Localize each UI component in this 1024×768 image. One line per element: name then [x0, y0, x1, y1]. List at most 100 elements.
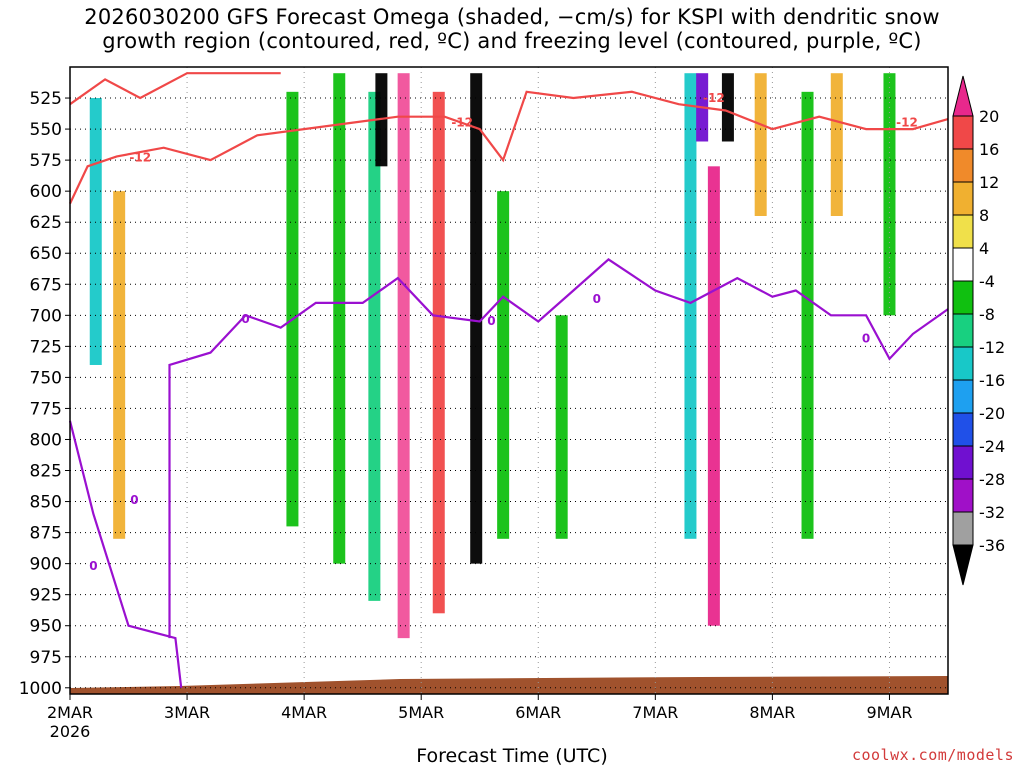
- colorbar-label: 12: [979, 173, 999, 192]
- colorbar-label: -24: [979, 437, 1005, 456]
- y-tick-label: 550: [30, 120, 62, 140]
- x-axis: 2MAR 3MAR 4MAR 5MAR 6MAR 7MAR 8MAR 9MAR 2026: [47, 694, 912, 741]
- y-tick-label: 900: [30, 555, 62, 575]
- x-tick-year: 2026: [50, 722, 91, 741]
- omega-column: [707, 166, 720, 626]
- x-tick-label: 3MAR: [164, 703, 210, 722]
- dgz-contour-top: [69, 72, 281, 106]
- x-tick-label: 4MAR: [281, 703, 327, 722]
- omega-column: [684, 73, 697, 539]
- omega-column: [333, 73, 346, 564]
- y-tick-label: 650: [30, 244, 62, 264]
- x-tick-label: 8MAR: [749, 703, 795, 722]
- omega-column: [89, 98, 102, 365]
- colorbar-swatch: [952, 181, 974, 216]
- colorbar-label: 8: [979, 206, 989, 225]
- freezing-label: 0: [593, 292, 601, 306]
- y-axis: 525 550 575 600 625 650 675 700 725 750 775 800 825 8…: [19, 89, 70, 699]
- dgz-label: -12: [703, 91, 725, 105]
- freezing-label: 0: [89, 559, 97, 573]
- chart-title-line1: 2026030200 GFS Forecast Omega (shaded, −…: [84, 5, 940, 29]
- colorbar-swatch: [952, 214, 974, 249]
- x-tick-label: 5MAR: [398, 703, 444, 722]
- colorbar-swatch: [952, 445, 974, 480]
- y-tick-label: 1000: [19, 679, 62, 699]
- colorbar-label: -28: [979, 470, 1005, 489]
- terrain-fill: [70, 676, 948, 694]
- y-tick-label: 850: [30, 493, 62, 513]
- colorbar-swatch: [952, 379, 974, 414]
- colorbar-label: -20: [979, 404, 1005, 423]
- colorbar-label: -36: [979, 536, 1005, 555]
- y-tick-label: 800: [30, 430, 62, 450]
- omega-column: [754, 73, 767, 216]
- colorbar-label: 16: [979, 140, 999, 159]
- colorbar-swatch: [952, 511, 974, 546]
- y-tick-label: 625: [30, 213, 62, 233]
- colorbar-label: 4: [979, 239, 989, 258]
- freezing-label: 0: [862, 332, 870, 346]
- x-tick-label: 6MAR: [515, 703, 561, 722]
- y-tick-label: 575: [30, 151, 62, 171]
- dgz-label: -12: [451, 116, 473, 130]
- colorbar-label: -4: [979, 272, 995, 291]
- colorbar: 20 16 12 8 4 -4 -8 -12 -16 -20 -24 -28 -32 -36: [952, 75, 1005, 586]
- chart-title-line2: growth region (contoured, red, ºC) and f…: [102, 29, 922, 53]
- omega-column: [470, 73, 483, 564]
- y-tick-label: 725: [30, 337, 62, 357]
- freezing-label: 0: [487, 314, 495, 328]
- y-tick-label: 875: [30, 524, 62, 544]
- y-tick-label: 700: [30, 306, 62, 326]
- x-axis-label: Forecast Time (UTC): [416, 745, 608, 767]
- x-tick-label: 7MAR: [632, 703, 678, 722]
- colorbar-label: 20: [979, 107, 999, 126]
- y-tick-label: 825: [30, 462, 62, 482]
- credit-link[interactable]: coolwx.com/models: [851, 746, 1014, 764]
- y-tick-label: 600: [30, 182, 62, 202]
- omega-column: [721, 73, 734, 142]
- freezing-label: 0: [130, 493, 138, 507]
- omega-shading: [89, 73, 896, 639]
- y-tick-label: 925: [30, 586, 62, 606]
- freezing-contour-main: [168, 258, 949, 639]
- omega-column: [368, 91, 381, 601]
- omega-column: [286, 91, 299, 527]
- freezing-label: 0: [241, 312, 249, 326]
- contours: -12 -12 -12 -12 0 0 0 0 0 0: [68, 72, 949, 688]
- freezing-contour-lower: [68, 420, 183, 688]
- y-tick-label: 675: [30, 275, 62, 295]
- omega-column: [883, 73, 896, 316]
- y-tick-label: 750: [30, 368, 62, 388]
- colorbar-swatch: [952, 115, 974, 150]
- dgz-label: -12: [129, 150, 151, 164]
- omega-column: [497, 191, 510, 539]
- omega-column: [830, 73, 843, 216]
- dgz-label: -12: [896, 116, 918, 130]
- terrain-strip: [70, 676, 948, 694]
- y-tick-label: 975: [30, 648, 62, 668]
- x-tick-label: 9MAR: [866, 703, 912, 722]
- omega-column: [555, 315, 568, 539]
- colorbar-bottom-triangle: [952, 544, 974, 586]
- colorbar-label: -16: [979, 371, 1005, 390]
- colorbar-label: -8: [979, 305, 995, 324]
- colorbar-swatch: [952, 412, 974, 447]
- plot-frame: [69, 66, 949, 695]
- colorbar-label: -32: [979, 503, 1005, 522]
- y-tick-label: 775: [30, 399, 62, 419]
- omega-column: [432, 91, 445, 614]
- colorbar-swatch: [952, 478, 974, 513]
- y-tick-label: 950: [30, 617, 62, 637]
- omega-column: [397, 73, 410, 639]
- colorbar-swatch: [952, 247, 974, 282]
- colorbar-swatch: [952, 280, 974, 315]
- colorbar-label: -12: [979, 338, 1005, 357]
- omega-column: [113, 191, 126, 539]
- colorbar-swatch: [952, 148, 974, 183]
- y-tick-label: 525: [30, 89, 62, 109]
- colorbar-swatch: [952, 313, 974, 348]
- dgz-contour: [69, 90, 949, 205]
- colorbar-swatch: [952, 346, 974, 381]
- colorbar-top-triangle: [952, 75, 974, 117]
